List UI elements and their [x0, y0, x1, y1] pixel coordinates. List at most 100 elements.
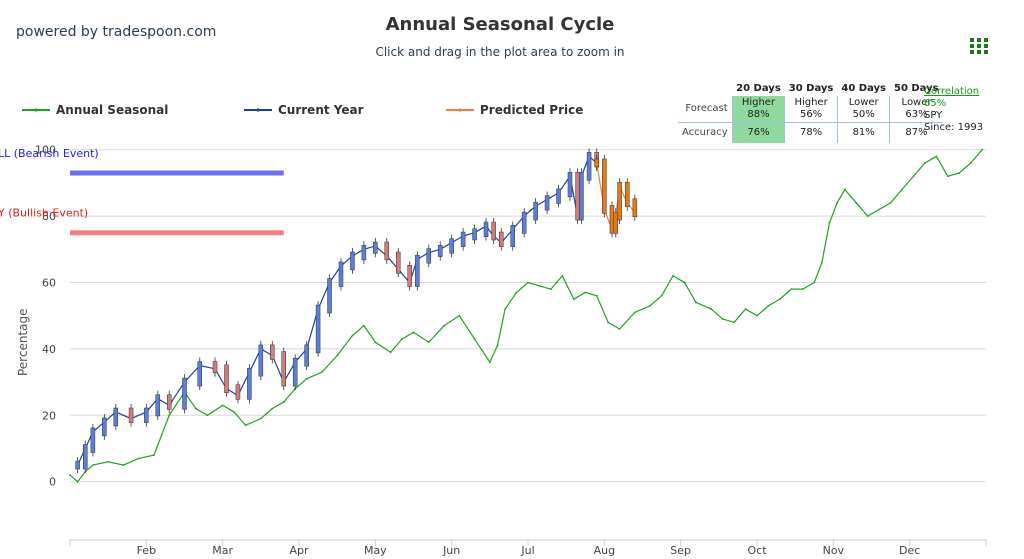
seasonal-line-point: [137, 457, 140, 460]
candle-body: [567, 172, 573, 198]
correlation-value: 65%: [924, 98, 947, 109]
seasonal-line-point: [683, 281, 686, 284]
forecast-cell-40: Lower 50%: [836, 96, 890, 123]
seasonal-line-point: [527, 281, 529, 284]
y-axis-label: Percentage: [16, 309, 30, 377]
seasonal-line-point: [912, 175, 915, 178]
y-tick-label: 100: [35, 144, 56, 157]
candle-body: [144, 407, 149, 423]
seasonal-line-point: [122, 464, 125, 466]
candle-body: [361, 245, 367, 261]
candle-body: [235, 384, 241, 400]
candle-body: [460, 231, 466, 247]
x-tick-label: Sep: [670, 544, 691, 557]
seasonal-line-point: [76, 480, 79, 483]
seasonal-line-point: [351, 334, 354, 337]
forecast-cell-50: Lower 63%: [889, 96, 943, 123]
forecast-cell-30: Higher 56%: [784, 96, 838, 123]
y-tick-label: 0: [49, 476, 56, 489]
seasonal-line-point: [607, 321, 610, 324]
seasonal-line-point: [206, 414, 209, 417]
candle-body: [212, 361, 218, 374]
x-tick-label: Mar: [212, 544, 233, 557]
chart-title: Annual Seasonal Cycle: [385, 14, 615, 35]
seasonal-line-point: [168, 414, 171, 417]
candle-body: [624, 181, 630, 208]
seasonal-line-point: [889, 201, 892, 204]
candle-body: [415, 255, 420, 287]
accuracy-cell-50: 87%: [889, 122, 943, 143]
legend-item-predicted[interactable]: Predicted Price: [446, 103, 583, 117]
legend-item-current[interactable]: Current Year: [244, 103, 364, 117]
legend-seasonal-label: Annual Seasonal: [56, 103, 169, 117]
candle-body: [491, 221, 496, 241]
seasonal-line-point: [389, 351, 392, 354]
seasonal-line-point: [336, 354, 339, 357]
seasonal-line-point: [282, 401, 285, 403]
candle-body: [258, 344, 264, 377]
seasonal-line-point: [412, 331, 415, 334]
seasonal-line-point: [321, 371, 323, 374]
candle-body: [182, 377, 187, 410]
candle-body: [373, 241, 378, 254]
candle-body: [304, 344, 309, 367]
seasonal-line: [69, 149, 983, 483]
seasonal-line-point: [660, 294, 663, 297]
seasonal-line-point: [488, 361, 491, 364]
candle-body: [521, 211, 527, 234]
seasonal-line-point: [153, 454, 155, 457]
seasonal-line-point: [843, 188, 846, 191]
seasonal-line-point: [924, 162, 926, 164]
current-year-line: [77, 155, 598, 466]
candle-body: [609, 205, 615, 234]
x-tick-label: Apr: [289, 544, 309, 557]
candle-body: [449, 238, 454, 254]
legend-predicted-label: Predicted Price: [480, 103, 584, 117]
y-tick-label: 60: [42, 277, 56, 290]
candle-body: [533, 201, 538, 221]
seasonal-line-point: [721, 318, 724, 320]
chart-subtitle: Click and drag in the plot area to zoom …: [375, 45, 625, 59]
accuracy-row-label: Accuracy: [678, 122, 733, 143]
x-tick-label: Dec: [899, 544, 920, 557]
seasonal-line-point: [958, 172, 961, 174]
candle-body: [395, 251, 401, 274]
seasonal-line-point: [866, 215, 869, 218]
correlation-link[interactable]: Correlation: [924, 86, 980, 97]
seasonal-line-point: [878, 208, 881, 211]
candle-body: [315, 304, 321, 354]
predicted-line-icon: [446, 108, 474, 112]
seasonal-line-point: [538, 284, 541, 287]
seasonal-line-point: [779, 298, 781, 300]
candle-body: [166, 394, 172, 410]
legend-item-seasonal[interactable]: Annual Seasonal: [22, 103, 168, 117]
candle-body: [594, 158, 599, 168]
accuracy-cell-30: 78%: [784, 122, 838, 143]
seasonal-line-point: [473, 338, 476, 340]
seasonal-line-point: [733, 321, 735, 324]
seasonal-line-point: [828, 221, 831, 224]
candle-body: [483, 221, 489, 237]
seasonal-line-point: [767, 304, 770, 307]
seasonal-line-point: [695, 301, 697, 304]
grid-menu-icon[interactable]: [970, 38, 988, 54]
seasonal-line-point: [633, 311, 636, 314]
seasonal-line-point: [935, 155, 938, 158]
seasonal-line-point: [401, 338, 403, 340]
seasonal-line-point: [595, 294, 598, 297]
seasonal-line-point: [710, 308, 713, 310]
seasonal-line-point: [233, 411, 236, 413]
seasonal-line-point: [374, 341, 377, 344]
candle-body: [224, 364, 229, 393]
seasonal-line-point: [305, 377, 308, 380]
candle-body: [338, 261, 344, 287]
candle-body: [113, 407, 119, 427]
seasonal-line-point: [458, 314, 461, 317]
seasonal-line-point: [672, 274, 674, 277]
x-tick-label: Aug: [594, 544, 615, 557]
forecast-row-label: Forecast: [685, 103, 728, 114]
candle-body: [247, 367, 252, 400]
seasonal-line-point: [443, 324, 445, 327]
seasonal-line-point: [981, 148, 984, 151]
